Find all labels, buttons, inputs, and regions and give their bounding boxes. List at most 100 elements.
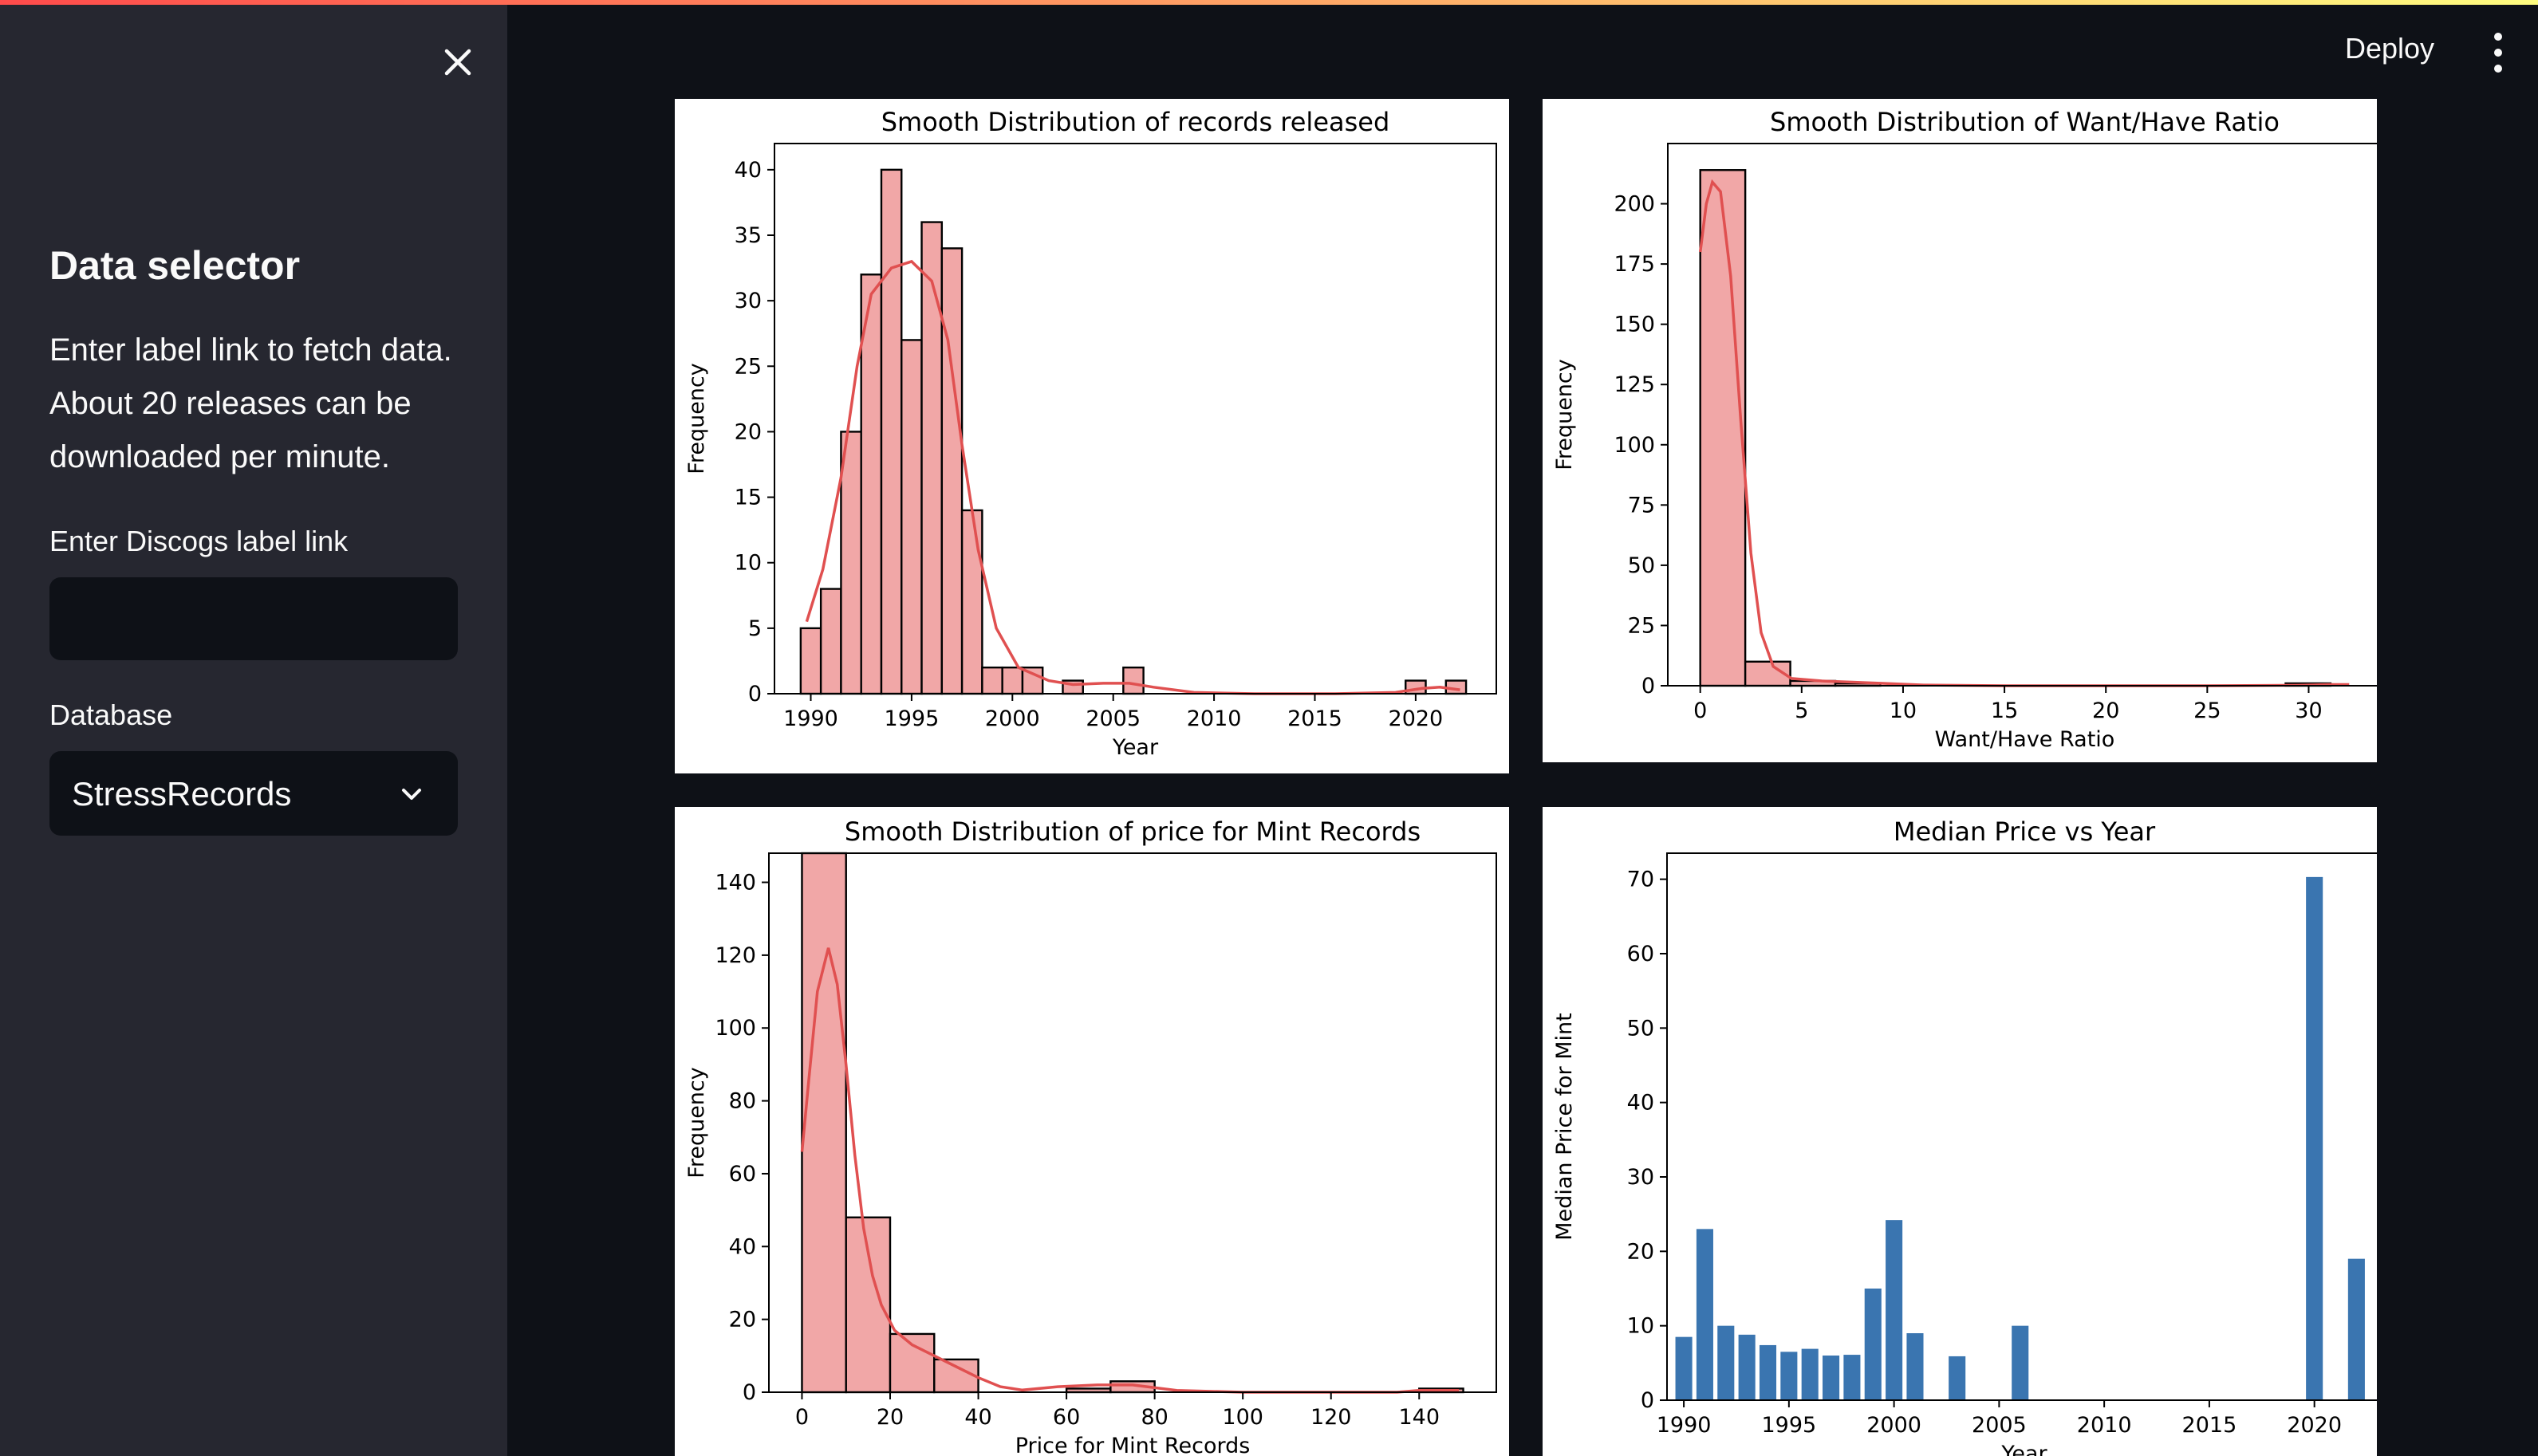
chart-want-have-ratio: Smooth Distribution of Want/Have Ratio 0 5… [1552, 107, 2377, 752]
y-tick-label: 75 [1628, 493, 1655, 517]
y-axis-label: Frequency [684, 363, 709, 474]
x-tick-label: 120 [1310, 1405, 1352, 1430]
y-axis-label: Median Price for Mint [1552, 1013, 1577, 1240]
histogram-bar [860, 273, 883, 695]
y-tick-label: 50 [1627, 1016, 1654, 1041]
x-tick-label: 2000 [985, 706, 1040, 731]
histogram-bar [981, 666, 1003, 695]
bar [1906, 1333, 1924, 1400]
y-tick-label: 15 [735, 486, 762, 510]
y-tick-label: 25 [735, 354, 762, 379]
histogram-bar [889, 1332, 936, 1394]
y-tick-label: 0 [1641, 1388, 1654, 1413]
histogram-bar [940, 247, 964, 695]
bar [1949, 1356, 1966, 1400]
chart-panel-records-released: Smooth Distribution of records released 1… [675, 99, 1509, 773]
database-label: Database [49, 698, 173, 731]
close-icon[interactable] [437, 41, 479, 83]
y-tick-label: 60 [729, 1162, 756, 1186]
chart-title: Median Price vs Year [1894, 817, 2156, 847]
x-tick-label: 20 [877, 1405, 904, 1430]
y-tick-label: 120 [715, 943, 756, 968]
x-axis-label: Price for Mint Records [1015, 1434, 1251, 1456]
x-tick-label: 2015 [1287, 706, 1342, 731]
x-axis-label: Want/Have Ratio [1935, 727, 2115, 752]
chart-panel-mint-price: Smooth Distribution of price for Mint Re… [675, 807, 1509, 1456]
y-tick-label: 150 [1614, 313, 1655, 337]
y-tick-label: 25 [1628, 613, 1655, 638]
deploy-button[interactable]: Deploy [2345, 32, 2435, 65]
plot-frame [1667, 143, 2377, 687]
histogram-bar [1699, 169, 1747, 687]
x-tick-label: 10 [1890, 698, 1917, 723]
plot-frame [768, 852, 1497, 1393]
histogram-bar [901, 339, 923, 695]
y-tick-label: 70 [1627, 868, 1654, 892]
bar [1717, 1325, 1735, 1400]
x-tick-label: 20 [2092, 698, 2119, 723]
y-tick-label: 30 [735, 289, 762, 313]
bar [1696, 1229, 1713, 1400]
x-tick-label: 25 [2193, 698, 2221, 723]
y-tick-label: 40 [729, 1234, 756, 1259]
x-tick-label: 60 [1053, 1405, 1080, 1430]
x-tick-label: 2000 [1866, 1413, 1921, 1438]
x-tick-label: 2010 [2077, 1413, 2132, 1438]
y-tick-label: 35 [735, 223, 762, 248]
y-tick-label: 100 [1614, 433, 1655, 458]
bar [1801, 1348, 1819, 1400]
label-link-input[interactable] [49, 577, 458, 660]
y-tick-label: 40 [735, 158, 762, 183]
x-tick-label: 1995 [885, 706, 940, 731]
chart-panel-want-have: Smooth Distribution of Want/Have Ratio 0 5… [1543, 99, 2377, 762]
y-tick-label: 10 [1627, 1314, 1654, 1339]
y-tick-label: 5 [748, 616, 762, 641]
bar [2347, 1258, 2365, 1400]
bar [1780, 1352, 1798, 1400]
y-tick-label: 200 [1614, 192, 1655, 217]
kde-line [1698, 179, 2350, 687]
bar [1843, 1355, 1861, 1400]
x-tick-label: 15 [1991, 698, 2018, 723]
x-tick-label: 2015 [2182, 1413, 2237, 1438]
x-tick-label: 2005 [1086, 706, 1141, 731]
y-tick-label: 100 [715, 1016, 756, 1041]
x-tick-label: 2020 [2287, 1413, 2342, 1438]
x-tick-label: 2020 [1389, 706, 1444, 731]
chevron-down-icon [402, 789, 421, 800]
histogram-bar [1122, 666, 1145, 695]
x-axis-label: Year [1112, 735, 1159, 760]
y-tick-label: 30 [1627, 1165, 1654, 1190]
bar [1864, 1289, 1882, 1400]
chart-panel-median-price: Median Price vs Year 1990 1995 2000 2005 2010… [1543, 807, 2377, 1456]
histogram-bar [1001, 666, 1024, 695]
database-select[interactable]: StressRecords [49, 751, 458, 836]
x-tick-label: 0 [1693, 698, 1707, 723]
histogram-bar [960, 509, 983, 695]
bar [2306, 876, 2323, 1400]
x-tick-label: 40 [964, 1405, 991, 1430]
x-tick-label: 0 [795, 1405, 809, 1430]
y-axis-label: Frequency [684, 1067, 709, 1179]
y-tick-label: 80 [729, 1089, 756, 1114]
sidebar-title: Data selector [49, 243, 301, 288]
histogram-bar [880, 168, 903, 695]
plot-frame [1666, 852, 2377, 1401]
bar [1738, 1334, 1756, 1400]
y-tick-label: 140 [715, 871, 756, 895]
vertical-dots-icon[interactable] [2489, 30, 2508, 75]
y-tick-label: 20 [1627, 1239, 1654, 1264]
y-tick-label: 0 [748, 682, 762, 706]
chart-title: Smooth Distribution of price for Mint Re… [845, 817, 1421, 847]
histogram-bar [819, 588, 842, 695]
top-decoration-bar [0, 0, 2538, 5]
bar [1823, 1356, 1840, 1400]
database-selected-value: StressRecords [72, 775, 292, 813]
x-tick-label: 100 [1222, 1405, 1263, 1430]
histogram-bar [840, 431, 862, 695]
x-tick-label: 30 [2295, 698, 2322, 723]
histogram-bar [933, 1358, 979, 1394]
y-tick-label: 10 [735, 551, 762, 576]
kde-line [800, 947, 1459, 1394]
y-tick-label: 0 [1641, 674, 1655, 698]
